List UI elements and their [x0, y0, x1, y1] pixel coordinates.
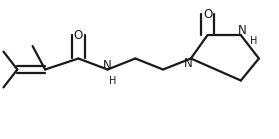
Text: H: H	[251, 36, 258, 46]
Text: N: N	[238, 24, 247, 38]
Text: N: N	[103, 59, 112, 72]
Text: O: O	[74, 29, 83, 42]
Text: N: N	[184, 58, 193, 70]
Text: O: O	[203, 8, 212, 21]
Text: H: H	[109, 75, 116, 85]
